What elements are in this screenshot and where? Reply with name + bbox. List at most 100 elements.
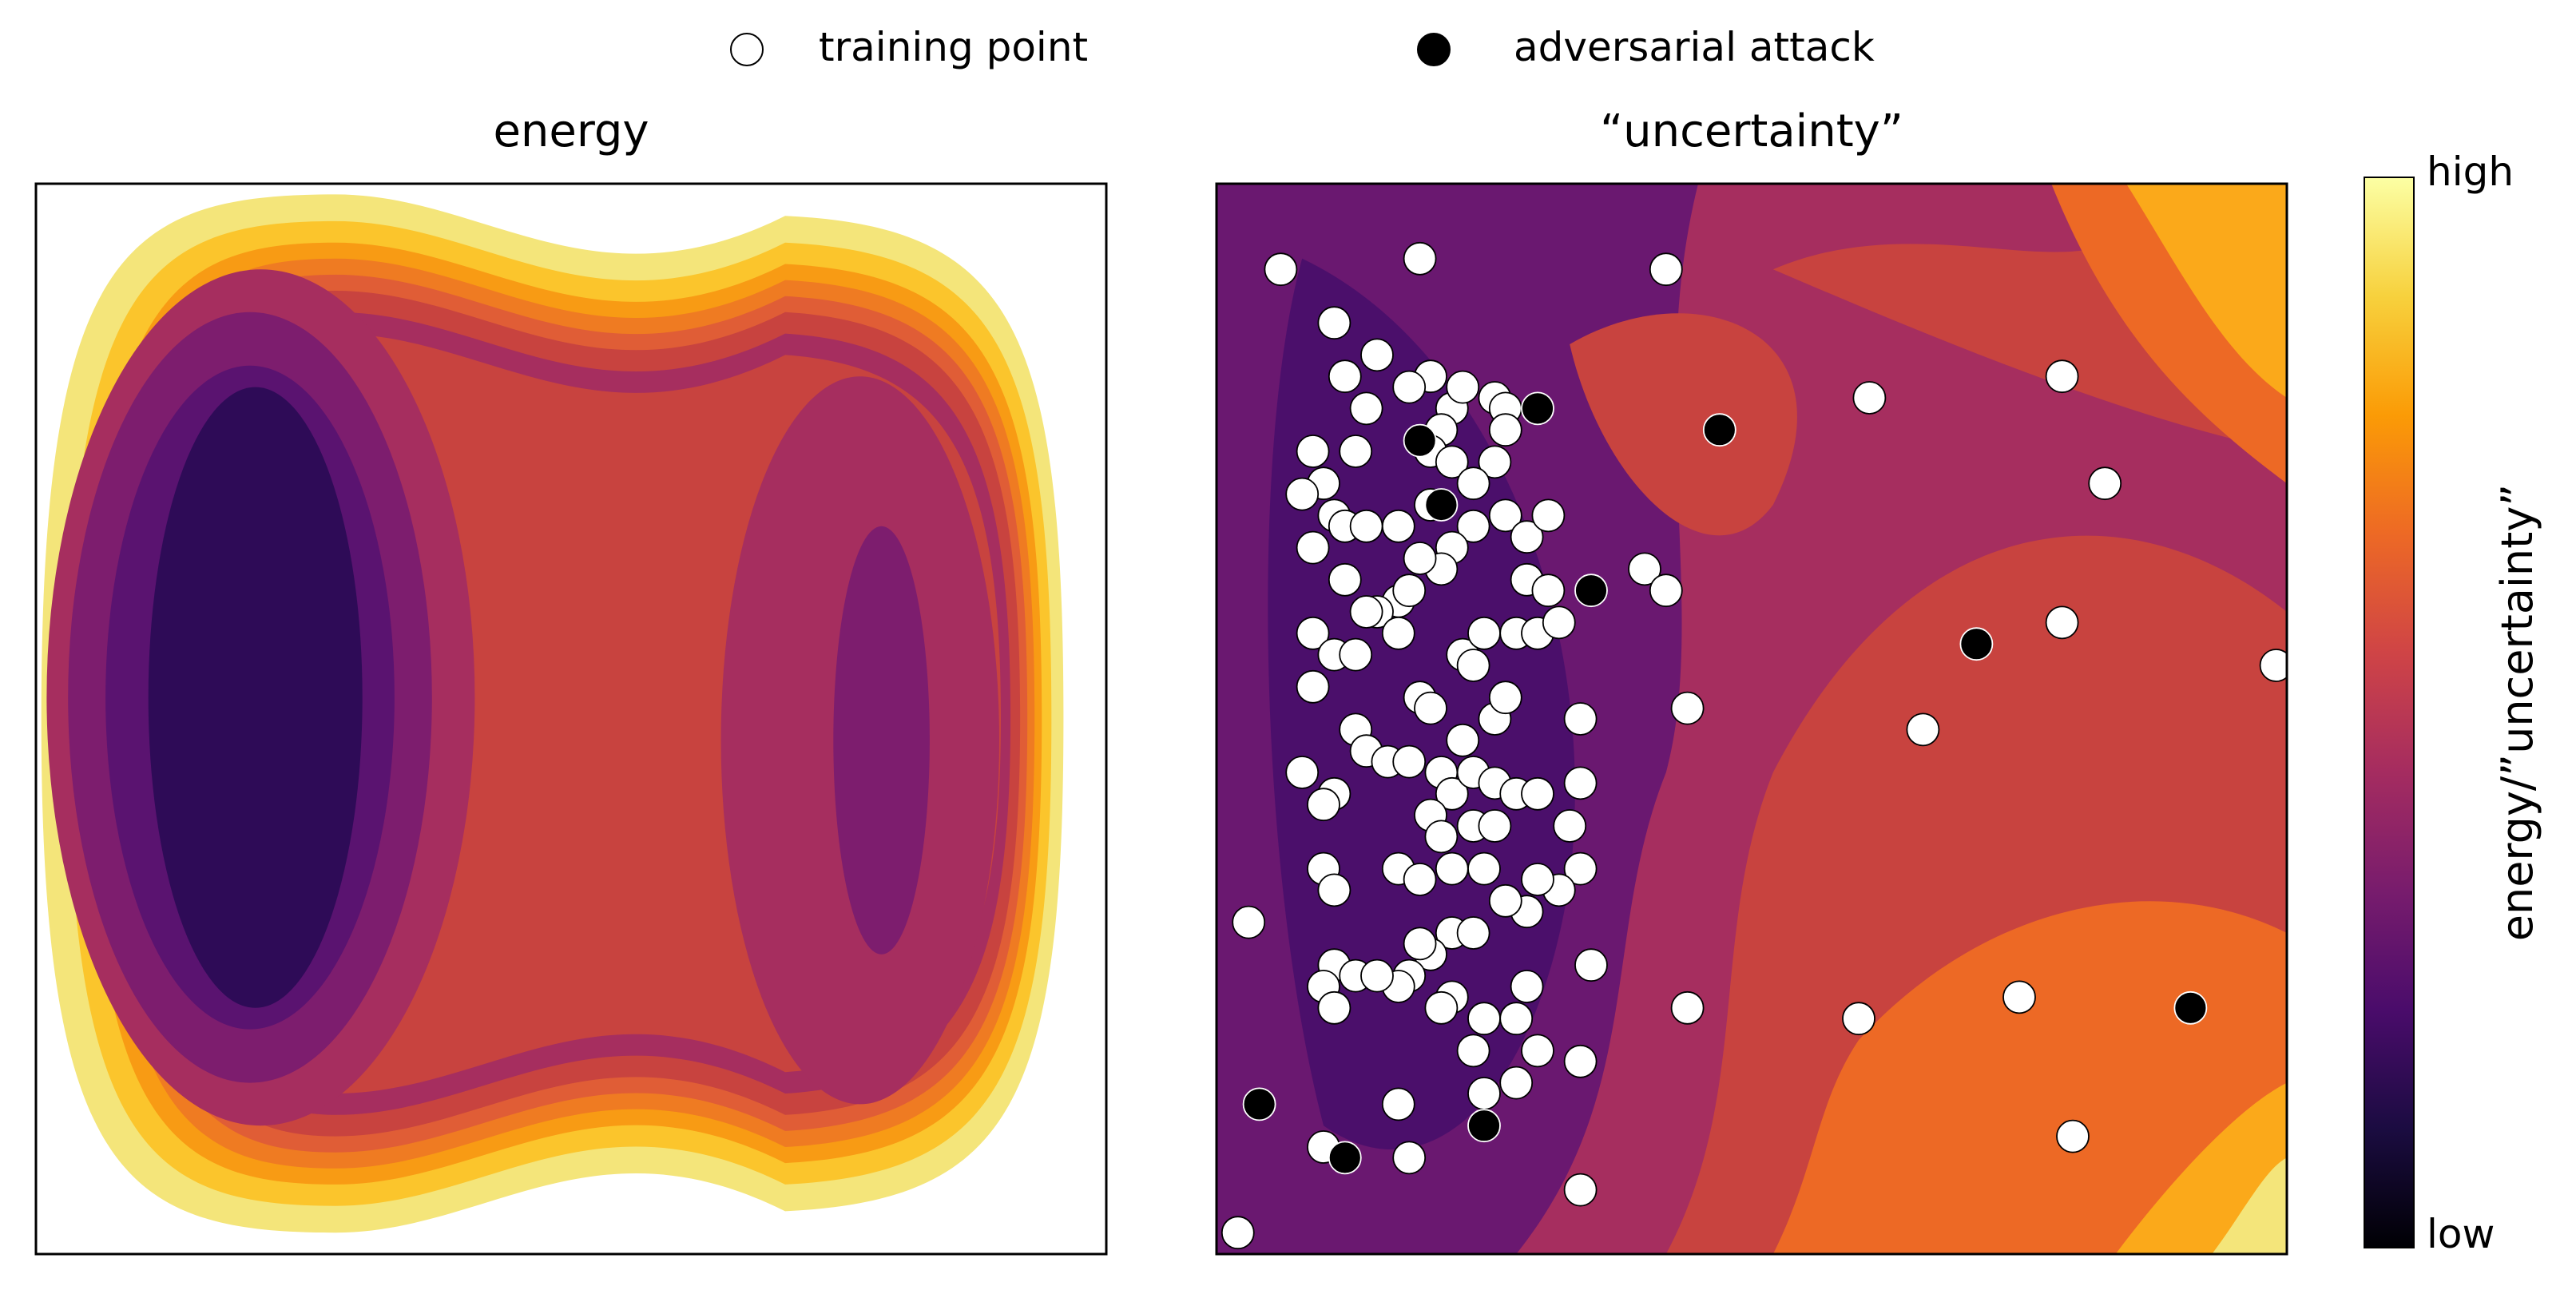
training-point — [1360, 338, 1394, 372]
training-point — [1317, 990, 1352, 1025]
training-point — [1424, 820, 1459, 854]
energy-right-ring-1 — [833, 526, 930, 955]
adversarial-attack-point — [1424, 488, 1459, 522]
training-point — [1842, 1002, 1875, 1036]
unc-high-region-1 — [1772, 901, 2287, 1254]
training-point — [1381, 616, 1415, 650]
unc-mid-region-0 — [1570, 313, 1797, 536]
training-point — [1563, 702, 1598, 736]
training-point — [1328, 562, 1362, 597]
training-point — [1446, 723, 1480, 757]
training-point — [2045, 359, 2079, 394]
training-point — [1232, 905, 1266, 939]
training-point — [1456, 509, 1490, 543]
training-point — [1285, 756, 1320, 789]
training-point — [1467, 1077, 1501, 1110]
unc-highest-region-top — [2126, 184, 2287, 398]
training-point — [1403, 927, 1437, 961]
uncertainty-plot-frame — [1215, 182, 2288, 1256]
training-point — [1521, 863, 1554, 896]
energy-contours — [41, 194, 1064, 1233]
colorbar-low-label: low — [2427, 1211, 2495, 1257]
adversarial-attack-point — [2173, 990, 2208, 1025]
adversarial-attack-point — [1328, 1141, 1362, 1175]
training-point — [1285, 477, 1320, 511]
unc-peak-region — [2212, 1157, 2287, 1254]
training-point — [1574, 948, 1608, 982]
training-point — [1531, 574, 1566, 608]
training-point — [1521, 1034, 1554, 1068]
energy-title: energy — [493, 105, 649, 157]
training-point — [1467, 1002, 1501, 1036]
legend-attack-label: adversarial attack — [1514, 24, 1875, 70]
training-point — [1424, 990, 1459, 1025]
training-point — [1553, 809, 1587, 843]
training-point — [1563, 1173, 1598, 1207]
energy-plot-frame — [34, 182, 1108, 1256]
training-point — [1349, 595, 1383, 629]
training-point — [1563, 1044, 1598, 1078]
training-point — [1446, 370, 1480, 404]
training-point — [2002, 980, 2036, 1014]
adversarial-attack-point — [1521, 391, 1554, 426]
training-point — [1456, 916, 1490, 950]
training-point — [1521, 776, 1554, 811]
training-point — [1478, 809, 1512, 843]
energy-plot — [34, 182, 1108, 1256]
training-point — [2056, 1119, 2090, 1153]
training-point — [1221, 1216, 1255, 1250]
training-point — [1435, 851, 1469, 886]
adversarial-attack-point — [1574, 574, 1608, 608]
training-point — [1456, 649, 1490, 682]
training-point — [2045, 605, 2079, 640]
training-point — [1488, 498, 1522, 533]
training-point — [1339, 435, 1373, 468]
colorbar-gradient — [2364, 177, 2415, 1248]
training-point — [1392, 370, 1427, 404]
training-point — [1467, 616, 1501, 650]
adversarial-attack-point — [1403, 423, 1437, 458]
training-point — [1381, 509, 1415, 543]
training-point — [1906, 712, 1940, 747]
energy-left-ring-3 — [148, 387, 363, 1008]
uncertainty-points — [1221, 241, 2287, 1250]
training-point — [1510, 970, 1544, 1003]
training-point — [1403, 542, 1437, 575]
training-point — [1392, 1141, 1427, 1175]
training-point — [1670, 691, 1705, 725]
training-point — [1649, 252, 1683, 287]
training-point — [1264, 252, 1298, 287]
training-point — [1499, 1066, 1534, 1100]
adversarial-attack-point — [1467, 1109, 1501, 1143]
training-point — [1307, 788, 1340, 822]
training-point — [1317, 306, 1352, 340]
training-point — [1317, 873, 1352, 907]
training-point — [1381, 1087, 1415, 1121]
training-point — [1510, 520, 1544, 554]
legend-attack-marker — [1417, 33, 1451, 66]
training-point — [2088, 466, 2122, 501]
colorbar-high-label: high — [2427, 149, 2514, 195]
training-point — [1296, 616, 1330, 650]
training-point — [1360, 959, 1394, 993]
training-point — [1467, 851, 1501, 886]
training-point — [1649, 574, 1683, 608]
uncertainty-contours — [1217, 184, 2287, 1254]
training-point — [1542, 605, 1576, 640]
training-point — [1456, 1034, 1490, 1068]
legend: training point adversarial attack — [730, 24, 1875, 70]
training-point — [1488, 883, 1522, 918]
training-point — [1456, 466, 1490, 501]
training-point — [1414, 691, 1447, 725]
training-point — [1531, 498, 1566, 533]
colorbar-axis-label: energy/”uncertainty” — [2492, 484, 2542, 941]
training-point — [1349, 391, 1383, 426]
training-point — [1488, 413, 1522, 447]
training-point — [2259, 649, 2287, 682]
training-point — [1488, 681, 1522, 715]
training-point — [1392, 574, 1427, 608]
training-point — [1563, 851, 1598, 886]
adversarial-attack-point — [1959, 627, 1994, 661]
training-point — [1296, 669, 1330, 704]
training-point — [1670, 990, 1705, 1025]
